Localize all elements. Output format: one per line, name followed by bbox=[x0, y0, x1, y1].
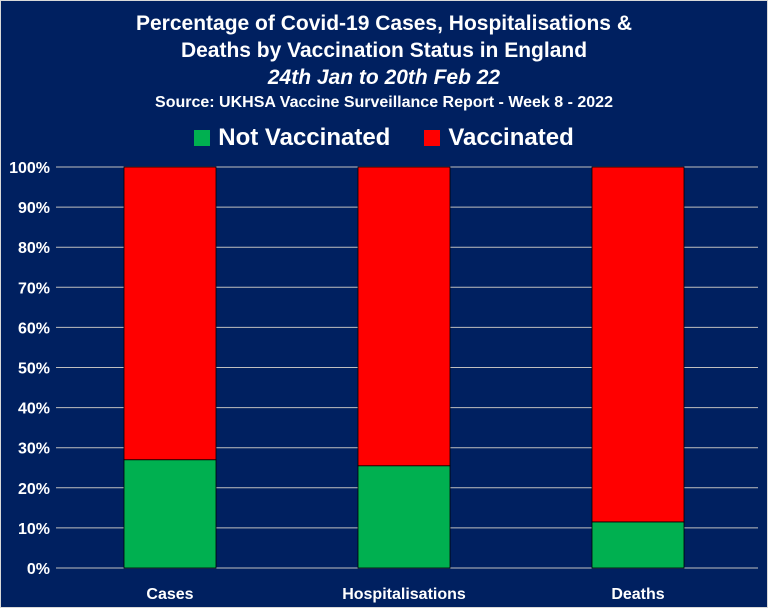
bar-not-vaccinated-cases bbox=[123, 459, 217, 569]
x-tick-label-cases: Cases bbox=[146, 586, 193, 603]
bar-vaccinated-hospitalisations bbox=[357, 166, 451, 467]
legend-item-not-vaccinated: Not Vaccinated bbox=[194, 124, 390, 152]
bar-vaccinated-cases bbox=[123, 166, 217, 461]
y-tick-label-7: 70% bbox=[18, 280, 50, 297]
chart-legend: Not Vaccinated Vaccinated bbox=[0, 122, 768, 154]
y-tick-label-9: 90% bbox=[18, 200, 50, 217]
chart-title-line-1: Percentage of Covid-19 Cases, Hospitalis… bbox=[136, 12, 632, 35]
x-tick-label-deaths: Deaths bbox=[611, 586, 664, 603]
y-tick-label-2: 20% bbox=[18, 481, 50, 498]
legend-label-vaccinated: Vaccinated bbox=[448, 124, 574, 151]
chart-title-block: Percentage of Covid-19 Cases, Hospitalis… bbox=[0, 10, 768, 114]
chart-source: Source: UKHSA Vaccine Surveillance Repor… bbox=[155, 94, 613, 111]
legend-swatch-vaccinated bbox=[424, 130, 441, 146]
y-tick-label-8: 80% bbox=[18, 240, 50, 257]
bar-not-vaccinated-deaths bbox=[591, 521, 685, 569]
legend-swatch-not-vaccinated bbox=[194, 130, 211, 146]
bar-vaccinated-deaths bbox=[591, 166, 685, 523]
legend-item-vaccinated: Vaccinated bbox=[424, 124, 574, 152]
y-tick-label-10: 100% bbox=[9, 160, 50, 177]
chart-subtitle: 24th Jan to 20th Feb 22 bbox=[267, 66, 501, 89]
bar-not-vaccinated-hospitalisations bbox=[357, 465, 451, 569]
y-tick-label-6: 60% bbox=[18, 320, 50, 337]
y-tick-label-1: 10% bbox=[18, 521, 50, 538]
x-tick-label-hospitalisations: Hospitalisations bbox=[342, 586, 466, 603]
y-tick-label-0: 0% bbox=[27, 561, 50, 578]
y-tick-label-4: 40% bbox=[18, 401, 50, 418]
y-tick-label-3: 30% bbox=[18, 441, 50, 458]
chart-title-line-2: Deaths by Vaccination Status in England bbox=[180, 39, 588, 62]
legend-label-not-vaccinated: Not Vaccinated bbox=[218, 124, 391, 151]
y-tick-label-5: 50% bbox=[18, 361, 50, 378]
